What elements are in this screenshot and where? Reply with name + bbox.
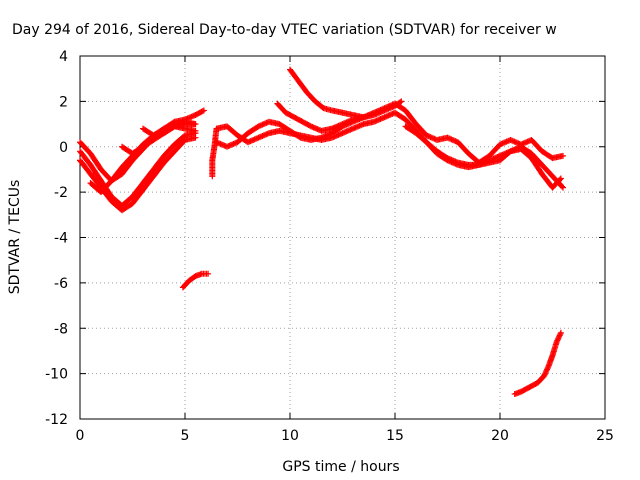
x-tick-label: 15 [386, 428, 404, 444]
series-track-g [179, 270, 212, 291]
x-tick-label: 0 [76, 428, 85, 444]
y-tick-label: 0 [59, 140, 68, 156]
data-point [557, 331, 564, 338]
y-tick-label: -8 [54, 321, 68, 337]
data-point [205, 270, 212, 277]
data-point [559, 183, 566, 190]
x-tick-label: 10 [281, 428, 299, 444]
data-point [192, 127, 199, 134]
data-point [560, 152, 566, 159]
x-tick-label: 5 [181, 428, 190, 444]
data-point [556, 176, 563, 183]
series-track-k [287, 66, 367, 121]
y-tick-label: -4 [54, 231, 68, 247]
data-point [192, 121, 199, 128]
data-point [360, 114, 367, 121]
series-track-l [402, 123, 564, 191]
x-axis-title: GPS time / hours [282, 459, 399, 475]
x-tick-label: 25 [596, 428, 614, 444]
y-tick-label: -6 [54, 276, 68, 292]
y-tick-label: -2 [54, 185, 68, 201]
data-point [192, 134, 199, 141]
data-point [398, 98, 405, 105]
data-point [199, 108, 206, 115]
chart-title: Day 294 of 2016, Sidereal Day-to-day VTE… [12, 22, 557, 38]
data-point [397, 99, 404, 106]
x-tick-label: 20 [491, 428, 509, 444]
data-point [557, 329, 564, 336]
series-track-m [511, 329, 564, 398]
axis-ticks: 0 5 10 15 20 25 -12 -10 -8 -6 -4 -2 0 2 4 [45, 49, 614, 444]
data-point [557, 175, 564, 182]
data-point [200, 107, 207, 114]
data-point [560, 184, 566, 191]
y-tick-label: -10 [45, 367, 68, 383]
y-axis-title: SDTVAR / TECUs [7, 180, 23, 295]
data-points [77, 66, 566, 398]
y-tick-label: 2 [59, 94, 68, 110]
series-track-f [140, 118, 199, 139]
y-tick-label: 4 [59, 49, 68, 65]
y-tick-label: -12 [45, 412, 68, 428]
